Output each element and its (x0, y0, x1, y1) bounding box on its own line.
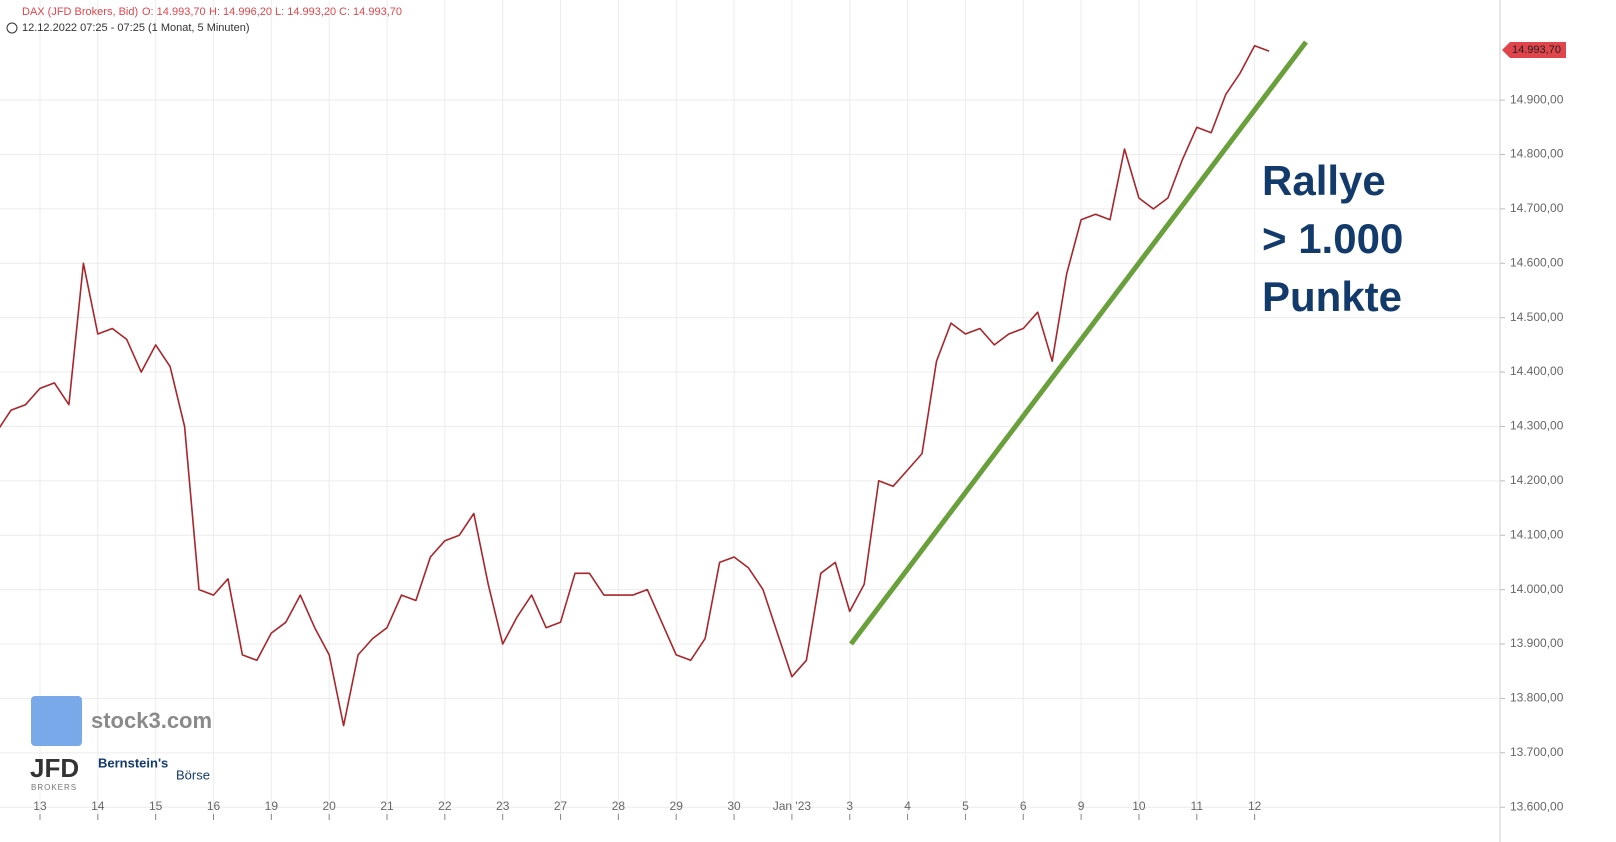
x-tick-label: 13 (33, 799, 47, 813)
x-tick-label: 22 (438, 799, 452, 813)
boerse-text: Börse (176, 767, 210, 782)
y-tick-label: 14.200,00 (1510, 473, 1564, 487)
price-line (0, 44, 1270, 727)
stock3-text: stock3.com (91, 708, 212, 733)
trend-line (849, 40, 1308, 646)
last-price: 14.993,70 (1512, 44, 1561, 56)
stock3-logo (31, 696, 82, 746)
x-tick-label: 30 (727, 799, 741, 813)
y-tick-label: 14.500,00 (1510, 310, 1564, 324)
ohlc-open: O: 14.993,70 (142, 6, 206, 18)
x-tick-label: Jan '23 (773, 799, 812, 813)
x-tick-label: 10 (1132, 799, 1146, 813)
x-tick-label: 5 (962, 799, 969, 813)
y-tick-label: 13.900,00 (1510, 636, 1564, 650)
bernstein-text: Bernstein's (98, 755, 168, 770)
x-tick-label: 19 (265, 799, 279, 813)
x-tick-label: 28 (612, 799, 626, 813)
annotation: Punkte (1262, 273, 1402, 320)
x-tick-label: 21 (380, 799, 394, 813)
price-box (1502, 42, 1566, 58)
grid (0, 0, 1505, 820)
plot (0, 44, 1270, 727)
y-tick-label: 14.600,00 (1510, 255, 1564, 269)
y-tick-label: 14.900,00 (1510, 92, 1564, 106)
ohlc-close: C: 14.993,70 (339, 6, 402, 18)
annotation: > 1.000 (1262, 215, 1403, 262)
x-tick-label: 9 (1078, 799, 1085, 813)
x-tick-label: 23 (496, 799, 510, 813)
x-tick-label: 29 (670, 799, 684, 813)
y-tick-label: 14.300,00 (1510, 419, 1564, 433)
x-tick-label: 20 (323, 799, 337, 813)
x-tick-label: 3 (846, 799, 853, 813)
x-tick-label: 4 (904, 799, 911, 813)
x-tick-label: 12 (1248, 799, 1262, 813)
instrument: DAX (JFD Brokers, Bid) (22, 6, 138, 18)
y-tick-label: 14.700,00 (1510, 201, 1564, 215)
jfd-text: BROKERS (31, 783, 77, 792)
time: 12.12.2022 07:25 - 07:25 (22, 22, 145, 34)
x-tick-label: 15 (149, 799, 163, 813)
x-tick-label: 14 (91, 799, 105, 813)
y-tick-label: 13.600,00 (1510, 799, 1564, 813)
period: (1 Monat, 5 Minuten) (148, 22, 250, 34)
annotation: Rallye (1262, 157, 1386, 204)
y-tick-label: 14.100,00 (1510, 527, 1564, 541)
ohlc-low: L: 14.993,20 (275, 6, 336, 18)
svg-text:JFD: JFD (30, 753, 79, 783)
y-tick-label: 13.700,00 (1510, 745, 1564, 759)
clock-icon (6, 22, 18, 34)
x-tick-label: 16 (207, 799, 221, 813)
x-tick-label: 27 (554, 799, 568, 813)
ohlc-high: H: 14.996,20 (209, 6, 272, 18)
y-tick-label: 14.000,00 (1510, 582, 1564, 596)
y-tick-label: 14.800,00 (1510, 147, 1564, 161)
x-tick-label: 11 (1191, 799, 1204, 813)
y-tick-label: 14.400,00 (1510, 364, 1564, 378)
x-tick-label: 6 (1020, 799, 1027, 813)
y-tick-label: 13.800,00 (1510, 691, 1564, 705)
